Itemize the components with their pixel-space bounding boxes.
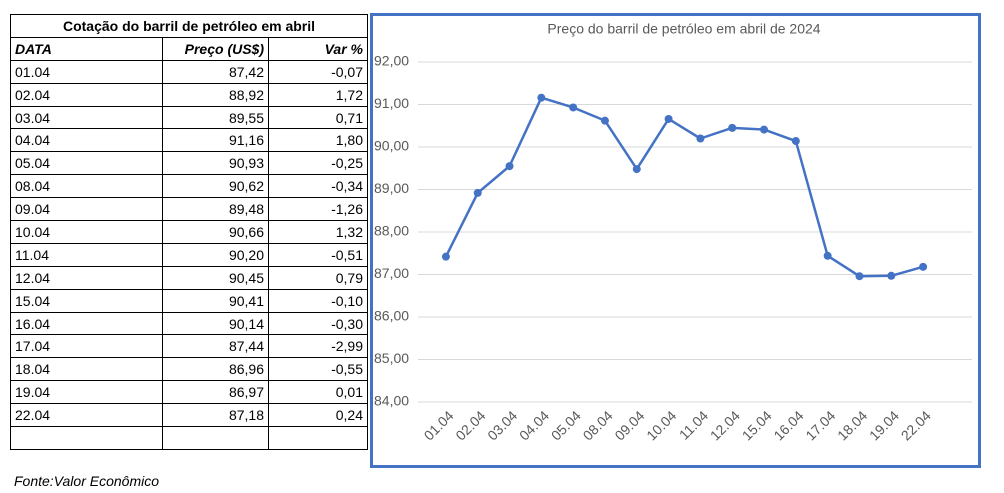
table-title: Cotação do barril de petróleo em abril	[10, 14, 368, 38]
x-tick-label: 15.04	[739, 407, 775, 443]
data-row: 18.04 86,96 -0,55	[10, 357, 368, 382]
data-row: 04.04 91,16 1,80	[10, 128, 368, 153]
cell: 0,71	[268, 105, 368, 130]
cell: 15.04	[10, 288, 163, 313]
y-tick-label: 86,00	[374, 308, 409, 324]
cell: 90,41	[162, 288, 269, 313]
data-row: 08.04 90,62 -0,34	[10, 174, 368, 199]
cell: -0,30	[268, 311, 368, 336]
x-tick-label: 17.04	[802, 407, 838, 443]
point	[696, 134, 705, 143]
cell: 12.04	[10, 265, 163, 290]
data-row: 05.04 90,93 -0,25	[10, 151, 368, 176]
data-row: 03.04 89,55 0,71	[10, 105, 368, 130]
y-tick-label: 84,00	[374, 393, 409, 409]
y-tick-label: 88,00	[374, 223, 409, 239]
point	[728, 123, 737, 132]
cell: 01.04	[10, 59, 163, 84]
x-tick-label: 01.04	[421, 407, 457, 443]
x-tick-label: 04.04	[516, 407, 552, 443]
x-tick-label: 11.04	[676, 407, 712, 443]
data-row: 12.04 90,45 0,79	[10, 265, 368, 290]
y-tick-label: 90,00	[374, 138, 409, 154]
point	[887, 271, 896, 280]
point	[823, 251, 832, 260]
x-tick-label: 02.04	[452, 407, 488, 443]
cell: -0,55	[268, 357, 368, 382]
empty-cell	[268, 426, 368, 450]
data-row: 09.04 89,48 -1,26	[10, 197, 368, 222]
cell: 05.04	[10, 151, 163, 176]
x-tick-label: 10.04	[643, 407, 679, 443]
point	[791, 137, 800, 146]
cell: 90,62	[162, 174, 269, 199]
point	[537, 93, 546, 102]
cell: 1,80	[268, 128, 368, 153]
y-tick-label: 92,00	[374, 53, 409, 69]
x-tick-label: 12.04	[707, 407, 743, 443]
point	[505, 162, 514, 171]
data-row: 10.04 90,66 1,32	[10, 220, 368, 244]
cell: 90,20	[162, 242, 269, 267]
cell: 86,97	[162, 380, 269, 405]
x-tick-label: 03.04	[484, 407, 520, 443]
y-tick-label: 85,00	[374, 350, 409, 366]
point	[632, 165, 641, 174]
x-tick-label: 05.04	[548, 407, 584, 443]
cell: 90,66	[162, 220, 269, 244]
empty-row	[10, 426, 368, 450]
x-tick-label: 18.04	[834, 407, 870, 443]
y-tick-label: 89,00	[374, 180, 409, 196]
point	[919, 262, 928, 271]
chart-title: Preço do barril de petróleo em abril de …	[547, 21, 820, 37]
point	[664, 114, 673, 123]
y-tick-label: 91,00	[374, 95, 409, 111]
point	[760, 125, 769, 134]
cell: 90,93	[162, 151, 269, 176]
cell: 08.04	[10, 174, 163, 199]
source: Fonte:Valor Econômico	[14, 473, 159, 489]
point	[569, 103, 578, 112]
title-row: Cotação do barril de petróleo em abril	[10, 14, 368, 38]
x-tick-label: 19.04	[866, 407, 902, 443]
cell: 0,79	[268, 265, 368, 290]
cell: 0,24	[268, 403, 368, 428]
y-tick-label: 87,00	[374, 265, 409, 281]
cell: 0,01	[268, 380, 368, 405]
chart-border	[370, 13, 981, 468]
x-tick-label: 22.04	[898, 407, 934, 443]
point	[473, 188, 482, 197]
x-tick-label: 09.04	[611, 407, 647, 443]
point	[441, 252, 450, 261]
data-row: 16.04 90,14 -0,30	[10, 311, 368, 336]
point	[600, 116, 609, 125]
x-tick-label: 16.04	[770, 407, 806, 443]
line	[444, 96, 924, 278]
data-row: 15.04 90,41 -0,10	[10, 288, 368, 313]
cell: 90,45	[162, 265, 269, 290]
price-table: Cotação do barril de petróleo em abril DA…	[10, 14, 368, 450]
point	[855, 272, 864, 281]
data-row: 02.04 88,92 1,72	[10, 82, 368, 107]
x-tick-label: 08.04	[580, 407, 616, 443]
